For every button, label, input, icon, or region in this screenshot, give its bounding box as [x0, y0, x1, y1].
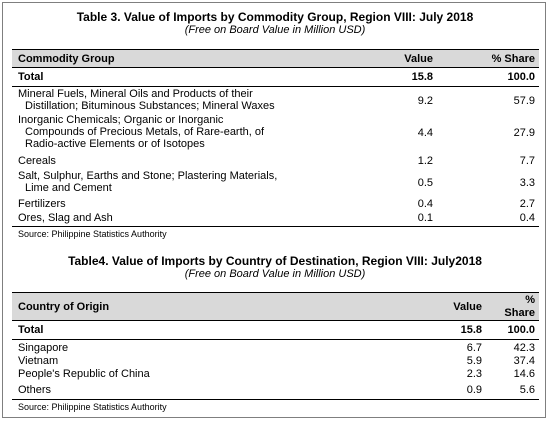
country-share: 14.6 [513, 368, 535, 380]
commodity-value: 4.4 [417, 127, 433, 139]
table3-header-row: Commodity Group Value % Share [12, 49, 539, 68]
table3-total-share: 100.0 [507, 71, 535, 83]
commodity-line: Cereals [18, 155, 56, 167]
commodity-share: 2.7 [519, 198, 535, 210]
table-row: Inorganic Chemicals; Organic or Inorgani… [12, 113, 539, 152]
country-value: 6.7 [466, 342, 482, 354]
table4-bottom-rule [12, 399, 539, 400]
country-name: People's Republic of China [18, 368, 150, 380]
commodity-line: Compounds of Precious Metals, of Rare-ea… [25, 126, 265, 138]
commodity-line: Fertilizers [18, 198, 66, 210]
commodity-value: 9.2 [417, 95, 433, 107]
commodity-value: 0.5 [417, 177, 433, 189]
table4-total-value: 15.8 [460, 324, 482, 336]
table-row: Cereals 1.2 7.7 [12, 153, 539, 167]
table4-title: Table4. Value of Imports by Country of D… [68, 254, 482, 268]
table-row: Fertilizers 0.4 2.7 [12, 197, 539, 211]
commodity-value: 0.1 [417, 212, 433, 224]
table3-total-label: Total [18, 71, 44, 83]
table3-total-value: 15.8 [411, 71, 433, 83]
country-name: Vietnam [18, 355, 59, 367]
commodity-line: Ores, Slag and Ash [18, 212, 113, 224]
country-value: 5.9 [466, 355, 482, 367]
table4-header-country: Country of Origin [18, 301, 110, 313]
table3-header-share: % Share [491, 53, 535, 65]
table4-header-row: Country of Origin Value % Share [12, 292, 539, 321]
table4-total-label: Total [18, 324, 44, 336]
country-value: 0.9 [466, 384, 482, 396]
country-name: Singapore [18, 342, 69, 354]
country-value: 2.3 [466, 368, 482, 380]
commodity-line: Salt, Sulphur, Earths and Stone; Plaster… [18, 170, 278, 182]
commodity-value: 0.4 [417, 198, 433, 210]
table3-total-row: Total 15.8 100.0 [12, 68, 539, 87]
table4-source: Source: Philippine Statistics Authority [18, 402, 167, 412]
table4-header-share-percent: % [525, 294, 535, 306]
table-row: Mineral Fuels, Mineral Oils and Products… [12, 87, 539, 113]
table-row: Others 0.9 5.6 [12, 383, 539, 397]
commodity-share: 3.3 [519, 177, 535, 189]
table4-header-share: Share [504, 307, 535, 319]
table3-source: Source: Philippine Statistics Authority [18, 229, 167, 239]
country-share: 5.6 [519, 384, 535, 396]
document-frame: Table 3. Value of Imports by Commodity G… [2, 2, 546, 418]
commodity-line: Lime and Cement [25, 182, 112, 194]
commodity-line: Radio-active Elements or of Isotopes [25, 138, 205, 150]
commodity-line: Distillation; Bituminous Substances; Min… [25, 100, 275, 112]
commodity-value: 1.2 [417, 155, 433, 167]
commodity-share: 0.4 [519, 212, 535, 224]
table-row: Vietnam 5.9 37.4 [12, 354, 539, 367]
table3-header-value: Value [404, 53, 433, 65]
table4-total-share: 100.0 [507, 324, 535, 336]
table3-title: Table 3. Value of Imports by Commodity G… [76, 10, 474, 24]
table4-subtitle: (Free on Board Value in Million USD) [184, 268, 366, 280]
country-share: 42.3 [513, 342, 535, 354]
table4-total-row: Total 15.8 100.0 [12, 321, 539, 340]
table-row: People's Republic of China 2.3 14.6 [12, 367, 539, 380]
table3-bottom-rule [12, 226, 539, 227]
table3-subtitle: (Free on Board Value in Million USD) [184, 24, 366, 36]
commodity-share: 7.7 [519, 155, 535, 167]
table-row: Salt, Sulphur, Earths and Stone; Plaster… [12, 169, 539, 195]
table-row: Ores, Slag and Ash 0.1 0.4 [12, 211, 539, 225]
country-share: 37.4 [513, 355, 535, 367]
table3-header-commodity: Commodity Group [18, 53, 115, 65]
commodity-line: Inorganic Chemicals; Organic or Inorgani… [18, 114, 224, 126]
country-name: Others [18, 384, 52, 396]
commodity-share: 27.9 [513, 127, 535, 139]
commodity-line: Mineral Fuels, Mineral Oils and Products… [18, 88, 253, 100]
table-row: Singapore 6.7 42.3 [12, 341, 539, 354]
table4-header-value: Value [453, 301, 482, 313]
commodity-share: 57.9 [513, 95, 535, 107]
